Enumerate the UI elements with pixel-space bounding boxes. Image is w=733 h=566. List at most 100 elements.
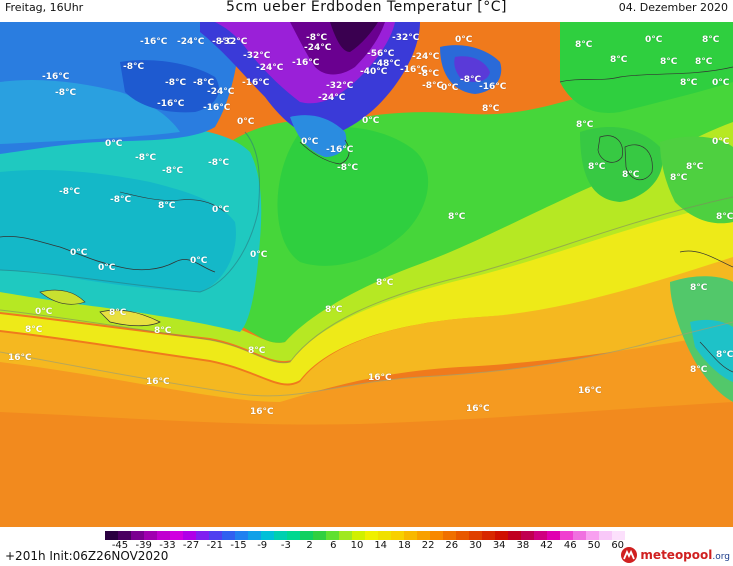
temperature-label: -8°C bbox=[306, 33, 328, 43]
color-scale-swatch bbox=[495, 531, 509, 540]
color-scale-tick: -33 bbox=[159, 540, 176, 551]
temperature-label: -16°C bbox=[42, 72, 70, 82]
color-scale-tick: 50 bbox=[587, 540, 601, 551]
temperature-label: 8°C bbox=[622, 170, 640, 180]
color-scale-swatch bbox=[131, 531, 145, 540]
temperature-label: 8°C bbox=[575, 40, 593, 50]
color-scale-tick: -21 bbox=[206, 540, 223, 551]
temperature-label: 0°C bbox=[362, 116, 380, 126]
color-scale-swatch bbox=[196, 531, 210, 540]
temperature-label: 8°C bbox=[690, 365, 708, 375]
temperature-label: -16°C bbox=[292, 58, 320, 68]
temperature-label: -8°C bbox=[418, 69, 440, 79]
temperature-label: 16°C bbox=[250, 407, 274, 417]
temperature-label: -56°C bbox=[367, 49, 395, 59]
color-scale-swatch bbox=[222, 531, 236, 540]
temperature-label: 8°C bbox=[25, 325, 43, 335]
temperature-label: 8°C bbox=[325, 305, 343, 315]
temperature-label: -24°C bbox=[304, 43, 332, 53]
temperature-label: 0°C bbox=[250, 250, 268, 260]
temperature-label: -24°C bbox=[207, 87, 235, 97]
temperature-label: 8°C bbox=[248, 346, 266, 356]
color-scale-swatch bbox=[339, 531, 353, 540]
color-scale-tick: 6 bbox=[330, 540, 337, 551]
color-scale-swatch bbox=[365, 531, 379, 540]
color-scale-tick: 34 bbox=[492, 540, 506, 551]
temperature-label: 0°C bbox=[645, 35, 663, 45]
temperature-label: -8°C bbox=[162, 166, 184, 176]
temperature-label: 8°C bbox=[670, 173, 688, 183]
temperature-label: 0°C bbox=[212, 205, 230, 215]
color-scale-swatch bbox=[144, 531, 158, 540]
color-scale-tick: -39 bbox=[135, 540, 152, 551]
color-scale-tick: 2 bbox=[306, 540, 313, 551]
temperature-label: -40°C bbox=[360, 67, 388, 77]
color-scale-swatch bbox=[482, 531, 496, 540]
color-scale-swatch bbox=[313, 531, 327, 540]
temperature-label: -8°C bbox=[59, 187, 81, 197]
temperature-label: 8°C bbox=[109, 308, 127, 318]
color-scale-bar bbox=[105, 531, 625, 540]
color-scale-swatch bbox=[287, 531, 301, 540]
color-scale-swatch bbox=[261, 531, 275, 540]
color-scale-tick: 26 bbox=[445, 540, 459, 551]
color-scale-tick: -3 bbox=[280, 540, 291, 551]
temperature-label: 0°C bbox=[455, 35, 473, 45]
temperature-label: 8°C bbox=[680, 78, 698, 88]
temperature-label: 0°C bbox=[35, 307, 53, 317]
temperature-label: 0°C bbox=[441, 83, 459, 93]
temperature-label: -16°C bbox=[242, 78, 270, 88]
temperature-map: -16°C -24°C -8°C -32°C -32°C -24°C -16°C -8°C -2… bbox=[0, 22, 733, 527]
color-scale-swatch bbox=[378, 531, 392, 540]
temperature-label: -8°C bbox=[422, 81, 444, 91]
temperature-label: -48°C bbox=[373, 59, 401, 69]
temperature-label: 8°C bbox=[702, 35, 720, 45]
color-scale-tick: 14 bbox=[374, 540, 388, 551]
temperature-label: -32°C bbox=[392, 33, 420, 43]
color-scale-swatch bbox=[573, 531, 587, 540]
temperature-label: 0°C bbox=[237, 117, 255, 127]
color-scale-tick: -9 bbox=[257, 540, 268, 551]
temperature-label: -24°C bbox=[318, 93, 346, 103]
color-scale-swatch bbox=[560, 531, 574, 540]
color-scale-swatch bbox=[300, 531, 314, 540]
color-scale-swatch bbox=[404, 531, 418, 540]
temperature-label: -8°C bbox=[337, 163, 359, 173]
color-scale-swatch bbox=[235, 531, 249, 540]
temperature-label: -8°C bbox=[55, 88, 77, 98]
map-title: 5cm ueber Erdboden Temperatur [°C] bbox=[226, 0, 507, 15]
color-scale-tick: -27 bbox=[182, 540, 200, 551]
temperature-label: -16°C bbox=[157, 99, 185, 109]
temperature-label: 8°C bbox=[690, 283, 708, 293]
temperature-label: 8°C bbox=[376, 278, 394, 288]
temperature-label: -32°C bbox=[243, 51, 271, 61]
color-scale-swatch bbox=[157, 531, 171, 540]
color-scale-swatch bbox=[209, 531, 223, 540]
meteopool-logo[interactable]: meteopool.org bbox=[620, 546, 730, 564]
color-scale-tick: 60 bbox=[611, 540, 625, 551]
temperature-label: -16°C bbox=[479, 82, 507, 92]
color-scale-swatch bbox=[586, 531, 600, 540]
temperature-label: 8°C bbox=[660, 57, 678, 67]
temperature-label: -8°C bbox=[208, 158, 230, 168]
temperature-label: 0°C bbox=[712, 137, 730, 147]
color-scale-swatch bbox=[469, 531, 483, 540]
color-scale-swatch bbox=[105, 531, 119, 540]
temperature-label: 8°C bbox=[448, 212, 466, 222]
temperature-label: 8°C bbox=[716, 212, 733, 222]
color-scale-swatch bbox=[612, 531, 625, 540]
temperature-label: 0°C bbox=[98, 263, 116, 273]
forecast-run-info: +201h Init:06Z26NOV2020 bbox=[5, 549, 169, 563]
color-scale-tick: 46 bbox=[563, 540, 577, 551]
color-scale-ticks: -45 -39 -33 -27 -21 -15 -9 -3 2 6 10 14 18 22 26 30 34 38… bbox=[0, 540, 733, 554]
temperature-label: 8°C bbox=[576, 120, 594, 130]
logo-text: meteopool.org bbox=[640, 548, 730, 562]
forecast-date: 04. Dezember 2020 bbox=[618, 1, 728, 14]
color-scale-swatch bbox=[521, 531, 535, 540]
temperature-label: 0°C bbox=[190, 256, 208, 266]
temperature-label: -24°C bbox=[177, 37, 205, 47]
temperature-label: 16°C bbox=[8, 353, 32, 363]
temperature-label: -8°C bbox=[165, 78, 187, 88]
temperature-label: 16°C bbox=[578, 386, 602, 396]
temperature-label: 0°C bbox=[70, 248, 88, 258]
